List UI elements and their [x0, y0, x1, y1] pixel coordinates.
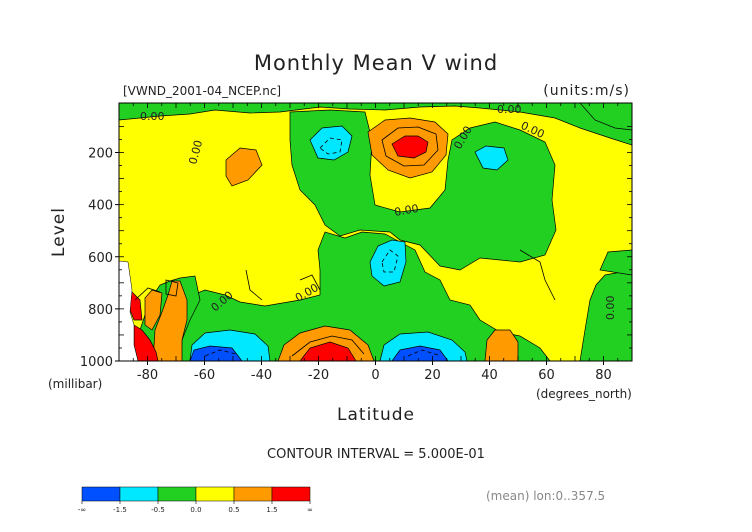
colorbar-swatch: [81, 486, 121, 502]
colorbar-label: -0.5: [151, 506, 165, 514]
y-tick-label: 200: [88, 147, 113, 162]
blue-region-bottom-left: [189, 345, 243, 361]
green-region-right: [579, 269, 632, 361]
red-region-bottom-mid: [299, 341, 357, 361]
orange-region-upper-left: [225, 147, 263, 187]
x-tick-label: -40: [251, 368, 272, 383]
x-tick-label: 60: [538, 368, 555, 383]
contour-label: 0.00: [497, 103, 522, 116]
y-axis-units: (millibar): [48, 377, 102, 391]
x-tick-label: 80: [595, 368, 612, 383]
colorbar-label: -1.5: [113, 506, 127, 514]
file-label: [VWND_2001-04_NCEP.nc]: [123, 84, 281, 98]
orange-region-lower-left-2: [152, 280, 188, 361]
y-tick-label: 600: [88, 251, 113, 266]
cyan-region-upper-left: [309, 125, 353, 161]
contour-label: 0.00: [393, 202, 419, 219]
y-tick-label: 1000: [80, 355, 113, 370]
colorbar-swatch: [119, 486, 159, 502]
x-axis: -80 -60 -40 -20 0 20 40 60 80: [118, 103, 633, 383]
contour-label: 0.00: [140, 110, 165, 123]
colorbar-swatch: [233, 486, 273, 502]
colorbar: -∞ -1.5 -0.5 0.0 0.5 1.5 ∞: [78, 486, 313, 514]
missing-data-region: [119, 260, 139, 361]
y-tick-label: 800: [88, 303, 113, 318]
x-tick-label: 40: [481, 368, 498, 383]
contour-field: [119, 103, 632, 361]
units-label: (units:m/s): [543, 83, 630, 99]
colorbar-label: 0.5: [228, 506, 239, 514]
x-axis-label: Latitude: [337, 405, 415, 425]
colorbar-label: 1.5: [266, 506, 277, 514]
y-axis-label: Level: [49, 207, 69, 257]
colorbar-swatch: [271, 486, 311, 502]
green-region-right-strip: [599, 249, 632, 276]
green-region-top: [119, 103, 632, 146]
orange-region-bottom-right: [484, 329, 519, 361]
x-axis-units: (degrees_north): [536, 387, 632, 401]
chart-title: Monthly Mean V wind: [254, 51, 498, 75]
green-region-topright: [579, 103, 632, 131]
y-axis: 200 400 600 800 1000: [80, 126, 632, 370]
x-tick-label: -20: [308, 368, 329, 383]
contour-interval-text: CONTOUR INTERVAL = 5.000E-01: [267, 447, 485, 462]
cyan-region-mid: [369, 239, 407, 287]
x-tick-label: 0: [371, 368, 379, 383]
x-tick-label: 20: [424, 368, 441, 383]
x-tick-label: -80: [137, 368, 158, 383]
colorbar-label: 0.0: [190, 506, 201, 514]
blue-region-bottom-right: [391, 345, 449, 361]
colorbar-swatch: [157, 486, 197, 502]
colorbar-label: -∞: [78, 506, 86, 514]
green-region-lower: [167, 231, 551, 361]
orange-region-lower-left: [144, 289, 163, 331]
contour-label: 0.00: [604, 296, 617, 321]
contour-label: 0.00: [186, 139, 205, 166]
mean-text: (mean) lon:0..357.5: [486, 489, 605, 503]
colorbar-swatch: [195, 486, 235, 502]
y-tick-label: 400: [88, 199, 113, 214]
x-tick-label: -60: [194, 368, 215, 383]
cyan-region-upper-right: [474, 145, 509, 171]
red-region-top-center: [391, 135, 429, 159]
colorbar-label: ∞: [307, 506, 313, 514]
